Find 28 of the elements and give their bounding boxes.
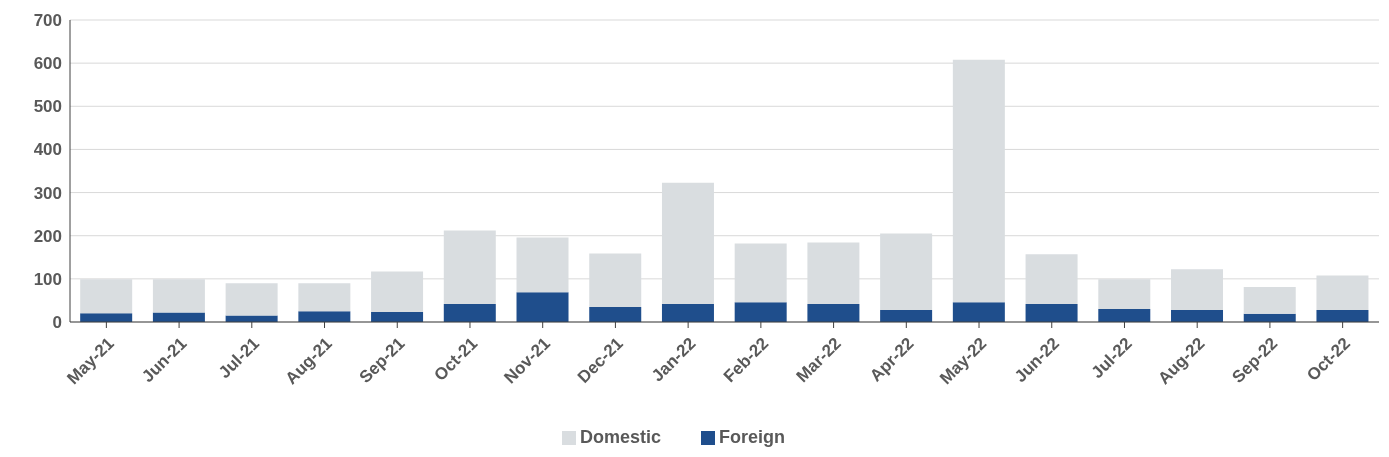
y-tick-label: 500 [33,97,62,117]
bar [661,303,714,322]
bar [734,302,787,322]
bar [1098,309,1151,322]
bar [298,311,351,322]
bar [1316,309,1369,322]
bar [952,302,1005,322]
y-tick-label: 600 [33,54,62,74]
bar [589,306,642,322]
y-tick-label: 0 [52,313,62,333]
y-tick-label: 300 [33,183,62,203]
bar [1171,309,1224,322]
bar [1243,287,1296,314]
bar [371,312,424,322]
bar [1025,303,1078,322]
bar [807,303,860,322]
y-tick-label: 100 [33,269,62,289]
bar [80,313,133,322]
bar [880,309,933,322]
y-tick-label: 400 [33,140,62,160]
legend-label: Foreign [719,427,786,447]
legend-label: Domestic [579,427,662,447]
bar [298,283,351,312]
y-tick-label: 200 [33,226,62,246]
bar [225,283,278,316]
y-tick-label: 700 [33,11,62,31]
bar [516,292,569,322]
bar [443,303,496,322]
